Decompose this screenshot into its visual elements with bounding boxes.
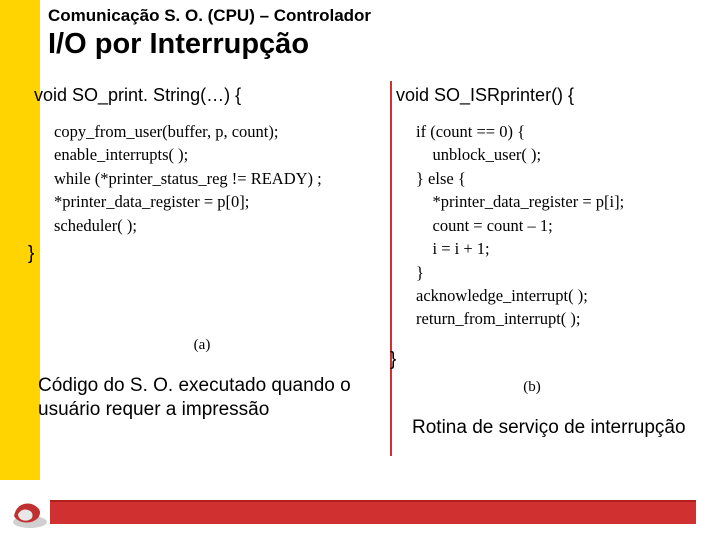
left-code-body: copy_from_user(buffer, p, count); enable… (34, 120, 390, 237)
left-function-signature: void SO_print. String(…) { (34, 85, 390, 106)
slide-content: Comunicação S. O. (CPU) – Controlador I/… (48, 6, 708, 465)
left-caption: Código do S. O. executado quando o usuár… (34, 374, 390, 422)
left-column: void SO_print. String(…) { copy_from_use… (34, 85, 390, 422)
right-column: void SO_ISRprinter() { if (count == 0) {… (396, 85, 708, 440)
right-close-brace: } (390, 349, 708, 371)
footer-bar (50, 500, 696, 524)
column-divider (390, 81, 392, 456)
fig-label-b: (b) (356, 379, 708, 396)
right-caption: Rotina de serviço de interrupção (396, 416, 708, 440)
left-close-brace: } (28, 243, 390, 265)
right-function-signature: void SO_ISRprinter() { (396, 85, 708, 106)
logo-icon (8, 498, 50, 530)
two-column-layout: void SO_print. String(…) { copy_from_use… (48, 85, 708, 465)
slide-subtitle: Comunicação S. O. (CPU) – Controlador (48, 6, 708, 26)
fig-label-a: (a) (14, 337, 390, 354)
slide-title: I/O por Interrupção (48, 28, 708, 61)
right-code-body: if (count == 0) { unblock_user( ); } els… (396, 120, 708, 331)
